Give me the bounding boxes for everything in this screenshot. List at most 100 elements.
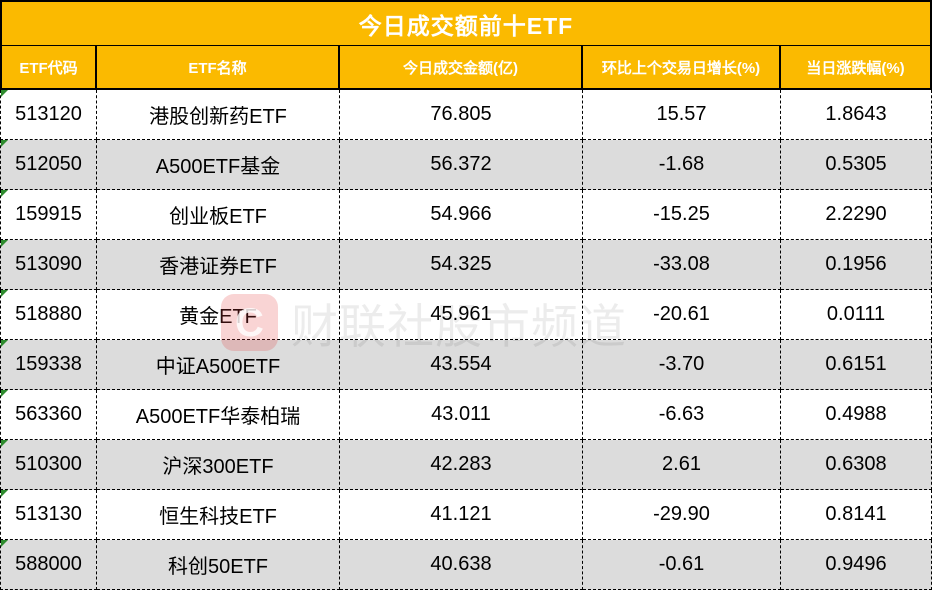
etf-name-cell: 香港证券ETF	[97, 240, 340, 290]
growth-cell: -29.90	[583, 490, 781, 540]
daily-change-value: 0.9496	[825, 553, 887, 575]
etf-code-value: 518880	[15, 303, 82, 325]
table-row: 513130 恒生科技ETF 41.121 -29.90 0.8141	[0, 490, 932, 540]
etf-code-cell: 159338	[0, 340, 97, 390]
turnover-cell: 40.638	[340, 540, 583, 590]
turnover-value: 54.325	[430, 253, 492, 275]
etf-code-cell: 513130	[0, 490, 97, 540]
etf-code-cell: 512050	[0, 140, 97, 190]
table-row: 563360 A500ETF华泰柏瑞 43.011 -6.63 0.4988	[0, 390, 932, 440]
table-title: 今日成交额前十ETF	[0, 0, 932, 46]
etf-name-value: 港股创新药ETF	[149, 106, 287, 128]
daily-change-cell: 0.9496	[781, 540, 932, 590]
daily-change-value: 0.1956	[825, 253, 887, 275]
turnover-value: 45.961	[430, 303, 492, 325]
column-header-turnover: 今日成交金额(亿)	[340, 46, 583, 90]
table-header-row: ETF代码 ETF名称 今日成交金额(亿) 环比上个交易日增长(%) 当日涨跌幅…	[0, 46, 932, 90]
table-row: 513090 香港证券ETF 54.325 -33.08 0.1956	[0, 240, 932, 290]
error-indicator-triangle-icon	[1, 440, 8, 447]
etf-name-cell: 创业板ETF	[97, 190, 340, 240]
turnover-cell: 54.966	[340, 190, 583, 240]
turnover-value: 54.966	[430, 203, 492, 225]
turnover-value: 43.554	[430, 353, 492, 375]
etf-name-cell: A500ETF华泰柏瑞	[97, 390, 340, 440]
daily-change-cell: 1.8643	[781, 90, 932, 140]
turnover-value: 76.805	[430, 103, 492, 125]
etf-code-value: 513120	[15, 103, 82, 125]
turnover-cell: 42.283	[340, 440, 583, 490]
turnover-cell: 41.121	[340, 490, 583, 540]
etf-name-value: 恒生科技ETF	[159, 506, 277, 528]
daily-change-cell: 2.2290	[781, 190, 932, 240]
error-indicator-triangle-icon	[1, 390, 8, 397]
growth-value: 15.57	[656, 103, 707, 125]
etf-name-cell: 科创50ETF	[97, 540, 340, 590]
daily-change-value: 2.2290	[825, 203, 887, 225]
daily-change-value: 0.6308	[825, 453, 887, 475]
etf-code-cell: 563360	[0, 390, 97, 440]
growth-value: -0.61	[658, 553, 705, 575]
growth-cell: 2.61	[583, 440, 781, 490]
etf-name-cell: A500ETF基金	[97, 140, 340, 190]
etf-code-value: 563360	[15, 403, 82, 425]
growth-cell: 15.57	[583, 90, 781, 140]
etf-name-value: 中证A500ETF	[155, 356, 281, 378]
etf-name-cell: 黄金ETF	[97, 290, 340, 340]
growth-value: 2.61	[662, 453, 701, 475]
daily-change-cell: 0.5305	[781, 140, 932, 190]
daily-change-value: 0.5305	[825, 153, 887, 175]
column-header-etf-name: ETF名称	[97, 46, 340, 90]
error-indicator-triangle-icon	[1, 340, 8, 347]
growth-cell: -1.68	[583, 140, 781, 190]
table-row: 588000 科创50ETF 40.638 -0.61 0.9496	[0, 540, 932, 590]
daily-change-cell: 0.6308	[781, 440, 932, 490]
turnover-cell: 43.011	[340, 390, 583, 440]
etf-code-cell: 513090	[0, 240, 97, 290]
table-row: 159338 中证A500ETF 43.554 -3.70 0.6151	[0, 340, 932, 390]
error-indicator-triangle-icon	[1, 490, 8, 497]
error-indicator-triangle-icon	[1, 140, 8, 147]
turnover-value: 42.283	[430, 453, 492, 475]
daily-change-value: 0.4988	[825, 403, 887, 425]
error-indicator-triangle-icon	[1, 540, 8, 547]
table-row: 510300 沪深300ETF 42.283 2.61 0.6308	[0, 440, 932, 490]
daily-change-cell: 0.1956	[781, 240, 932, 290]
daily-change-cell: 0.4988	[781, 390, 932, 440]
daily-change-value: 0.0111	[826, 303, 886, 325]
growth-value: -20.61	[653, 303, 710, 325]
etf-code-value: 513130	[15, 503, 82, 525]
turnover-value: 56.372	[430, 153, 492, 175]
etf-code-value: 513090	[15, 253, 82, 275]
etf-name-cell: 中证A500ETF	[97, 340, 340, 390]
error-indicator-triangle-icon	[1, 90, 8, 97]
etf-name-cell: 恒生科技ETF	[97, 490, 340, 540]
error-indicator-triangle-icon	[1, 190, 8, 197]
growth-value: -29.90	[653, 503, 710, 525]
turnover-cell: 54.325	[340, 240, 583, 290]
growth-cell: -33.08	[583, 240, 781, 290]
column-header-daily-change: 当日涨跌幅(%)	[781, 46, 932, 90]
column-header-etf-code: ETF代码	[0, 46, 97, 90]
table-body: 513120 港股创新药ETF 76.805 15.57 1.8643 5120…	[0, 90, 932, 590]
etf-name-value: 创业板ETF	[169, 206, 267, 228]
turnover-cell: 45.961	[340, 290, 583, 340]
table-row: 518880 黄金ETF 45.961 -20.61 0.0111	[0, 290, 932, 340]
growth-cell: -15.25	[583, 190, 781, 240]
etf-name-value: A500ETF华泰柏瑞	[135, 406, 301, 428]
daily-change-cell: 0.8141	[781, 490, 932, 540]
etf-name-value: 科创50ETF	[167, 556, 269, 578]
turnover-cell: 56.372	[340, 140, 583, 190]
growth-cell: -3.70	[583, 340, 781, 390]
turnover-value: 41.121	[430, 503, 492, 525]
daily-change-value: 0.8141	[825, 503, 887, 525]
etf-code-cell: 518880	[0, 290, 97, 340]
growth-cell: -20.61	[583, 290, 781, 340]
turnover-cell: 43.554	[340, 340, 583, 390]
etf-name-cell: 港股创新药ETF	[97, 90, 340, 140]
error-indicator-triangle-icon	[1, 240, 8, 247]
etf-code-value: 512050	[15, 153, 82, 175]
daily-change-value: 0.6151	[825, 353, 887, 375]
table-row: 513120 港股创新药ETF 76.805 15.57 1.8643	[0, 90, 932, 140]
turnover-value: 40.638	[430, 553, 492, 575]
